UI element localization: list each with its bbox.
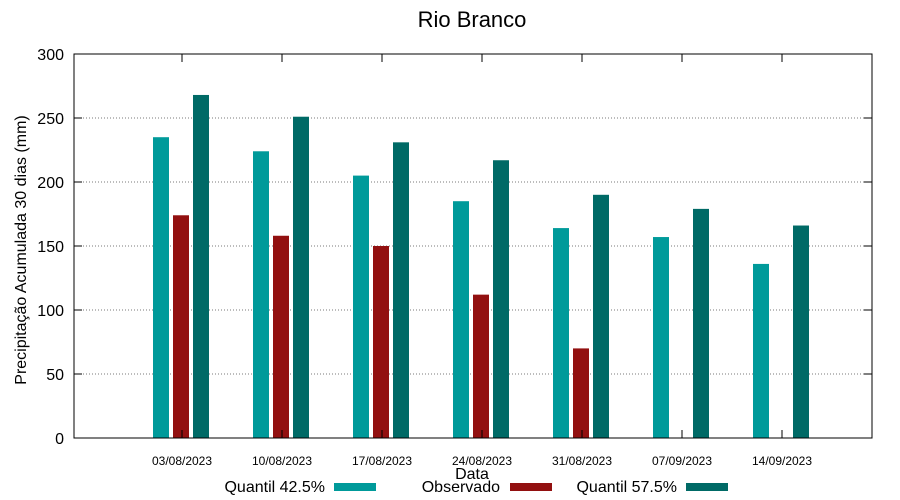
bar-quantil-42-5--0	[153, 137, 169, 438]
bar-observado-4	[573, 348, 589, 438]
y-axis-ticks: 0 50 100 150 200 250 300	[37, 47, 872, 448]
bar-quantil-57-5--2	[393, 142, 409, 438]
bar-observado-2	[373, 246, 389, 438]
x-tick-label: 03/08/2023	[152, 454, 212, 468]
legend-swatch	[510, 483, 552, 491]
legend-label: Quantil 42.5%	[224, 479, 325, 496]
y-tick-label: 50	[46, 367, 64, 384]
bar-observado-0	[173, 215, 189, 438]
bar-quantil-57-5--0	[193, 94, 209, 439]
legend-swatch	[686, 483, 728, 491]
bars	[153, 94, 809, 439]
bar-quantil-42-5--3	[453, 201, 469, 438]
x-tick-label: 24/08/2023	[452, 454, 512, 468]
x-tick-label: 14/09/2023	[752, 454, 812, 468]
bar-observado-3	[473, 294, 489, 438]
y-tick-label: 0	[55, 431, 64, 448]
bar-quantil-57-5--6	[793, 225, 809, 438]
y-axis-label: Precipitação Acumulada 30 dias (mm)	[13, 115, 30, 384]
bar-observado-1	[273, 235, 289, 438]
bar-quantil-42-5--2	[353, 175, 369, 438]
x-tick-label: 17/08/2023	[352, 454, 412, 468]
x-axis-ticks: 03/08/2023 10/08/2023 17/08/2023 24/08/2023…	[152, 54, 812, 468]
x-axis-label: Data	[455, 466, 489, 483]
y-tick-label: 200	[37, 175, 64, 192]
legend-label: Quantil 57.5%	[576, 479, 677, 496]
bar-quantil-42-5--1	[253, 151, 269, 438]
bar-quantil-57-5--1	[293, 116, 309, 438]
x-tick-label: 31/08/2023	[552, 454, 612, 468]
chart-title: Rio Branco	[418, 7, 527, 32]
bar-quantil-42-5--6	[753, 263, 769, 438]
legend: Quantil 42.5% Observado Quantil 57.5%	[224, 479, 728, 496]
legend-swatch	[334, 483, 376, 491]
x-tick-label: 10/08/2023	[252, 454, 312, 468]
bar-quantil-57-5--3	[493, 160, 509, 439]
bar-quantil-42-5--4	[553, 228, 569, 438]
x-tick-label: 07/09/2023	[652, 454, 712, 468]
bar-quantil-42-5--5	[653, 237, 669, 438]
y-tick-label: 150	[37, 239, 64, 256]
bar-quantil-57-5--5	[693, 208, 709, 438]
bar-quantil-57-5--4	[593, 194, 609, 438]
y-tick-label: 250	[37, 111, 64, 128]
y-tick-label: 100	[37, 303, 64, 320]
legend-label: Observado	[422, 479, 500, 496]
y-tick-label: 300	[37, 47, 64, 64]
